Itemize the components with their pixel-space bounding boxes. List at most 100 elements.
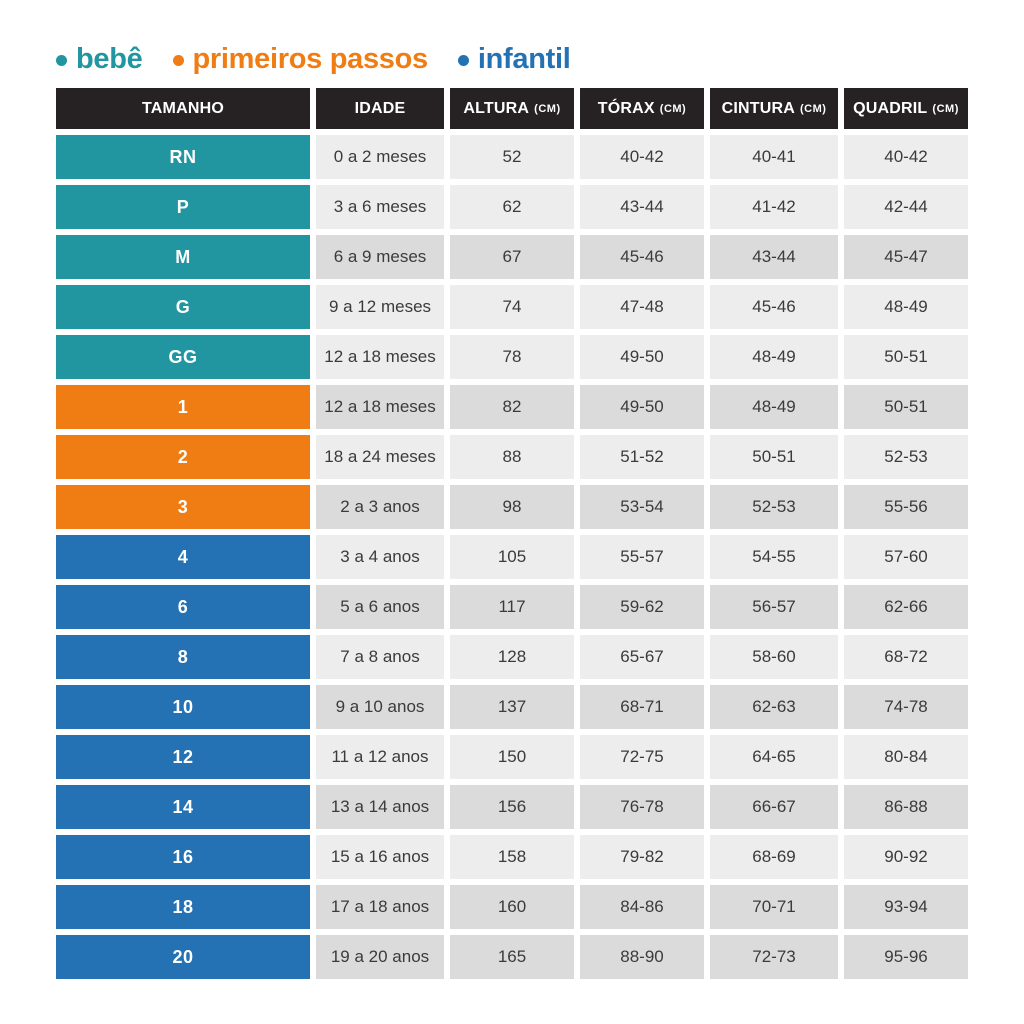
legend-item-bebe: bebê xyxy=(56,43,143,76)
altura-cell: 128 xyxy=(450,635,574,679)
torax-cell: 84-86 xyxy=(580,885,704,929)
idade-cell: 5 a 6 anos xyxy=(316,585,444,629)
altura-cell: 117 xyxy=(450,585,574,629)
header-label: QUADRIL xyxy=(853,99,928,117)
table-row: P 3 a 6 meses 62 43-44 41-42 42-44 xyxy=(56,185,968,229)
quadril-cell: 80-84 xyxy=(844,735,968,779)
quadril-cell: 93-94 xyxy=(844,885,968,929)
size-table: TAMANHO IDADE ALTURA (CM) TÓRAX (CM) CIN… xyxy=(56,88,968,985)
size-cell: 6 xyxy=(56,585,310,629)
idade-cell: 6 a 9 meses xyxy=(316,235,444,279)
legend-label-bebe: bebê xyxy=(76,42,143,75)
table-row: 2 18 a 24 meses 88 51-52 50-51 52-53 xyxy=(56,435,968,479)
header-cell-idade: IDADE xyxy=(316,88,444,129)
altura-cell: 137 xyxy=(450,685,574,729)
quadril-cell: 90-92 xyxy=(844,835,968,879)
torax-cell: 88-90 xyxy=(580,935,704,979)
legend-item-infantil: infantil xyxy=(457,42,571,76)
cintura-cell: 66-67 xyxy=(710,785,838,829)
altura-cell: 105 xyxy=(450,535,574,579)
altura-cell: 156 xyxy=(450,785,574,829)
idade-cell: 12 a 18 meses xyxy=(316,335,444,379)
size-cell: 20 xyxy=(56,935,310,979)
torax-cell: 43-44 xyxy=(580,185,704,229)
bullet-icon xyxy=(457,54,469,66)
table-row: 3 2 a 3 anos 98 53-54 52-53 55-56 xyxy=(56,485,968,529)
table-row: G 9 a 12 meses 74 47-48 45-46 48-49 xyxy=(56,285,968,329)
legend-label-primeiros-passos: primeiros passos xyxy=(192,42,429,75)
header-label: CINTURA xyxy=(721,99,795,117)
header-unit: (CM) xyxy=(659,102,687,115)
table-row: 20 19 a 20 anos 165 88-90 72-73 95-96 xyxy=(56,935,968,979)
size-cell: 1 xyxy=(56,385,310,429)
quadril-cell: 48-49 xyxy=(844,285,968,329)
quadril-cell: 45-47 xyxy=(844,235,968,279)
cintura-cell: 68-69 xyxy=(710,835,838,879)
cintura-cell: 41-42 xyxy=(710,185,838,229)
legend-label-infantil: infantil xyxy=(477,42,571,75)
size-cell: 14 xyxy=(56,785,310,829)
idade-cell: 7 a 8 anos xyxy=(316,635,444,679)
header-label: ALTURA xyxy=(463,99,530,117)
quadril-cell: 50-51 xyxy=(844,335,968,379)
quadril-cell: 57-60 xyxy=(844,535,968,579)
table-row: 14 13 a 14 anos 156 76-78 66-67 86-88 xyxy=(56,785,968,829)
cintura-cell: 72-73 xyxy=(710,935,838,979)
table-body: RN 0 a 2 meses 52 40-42 40-41 40-42 P 3 … xyxy=(56,135,968,979)
torax-cell: 68-71 xyxy=(580,685,704,729)
table-header-row: TAMANHO IDADE ALTURA (CM) TÓRAX (CM) CIN… xyxy=(56,88,968,129)
torax-cell: 55-57 xyxy=(580,535,704,579)
header-unit: (CM) xyxy=(932,102,959,115)
torax-cell: 65-67 xyxy=(580,635,704,679)
quadril-cell: 52-53 xyxy=(844,435,968,479)
cintura-cell: 50-51 xyxy=(710,435,838,479)
idade-cell: 3 a 6 meses xyxy=(316,185,444,229)
table-row: 12 11 a 12 anos 150 72-75 64-65 80-84 xyxy=(56,735,968,779)
altura-cell: 62 xyxy=(450,185,574,229)
idade-cell: 2 a 3 anos xyxy=(316,485,444,529)
table-row: 1 12 a 18 meses 82 49-50 48-49 50-51 xyxy=(56,385,968,429)
altura-cell: 160 xyxy=(450,885,574,929)
torax-cell: 51-52 xyxy=(580,435,704,479)
altura-cell: 150 xyxy=(450,735,574,779)
quadril-cell: 68-72 xyxy=(844,635,968,679)
cintura-cell: 52-53 xyxy=(710,485,838,529)
header-cell-torax: TÓRAX (CM) xyxy=(580,88,704,129)
torax-cell: 40-42 xyxy=(580,135,704,179)
cintura-cell: 70-71 xyxy=(710,885,838,929)
quadril-cell: 95-96 xyxy=(844,935,968,979)
torax-cell: 53-54 xyxy=(580,485,704,529)
torax-cell: 49-50 xyxy=(580,335,704,379)
idade-cell: 12 a 18 meses xyxy=(316,385,444,429)
legend: bebê primeiros passos infantil xyxy=(56,40,571,78)
bullet-icon xyxy=(172,54,184,66)
idade-cell: 11 a 12 anos xyxy=(316,735,444,779)
size-cell: 16 xyxy=(56,835,310,879)
cintura-cell: 54-55 xyxy=(710,535,838,579)
header-cell-tamanho: TAMANHO xyxy=(56,88,310,129)
table-row: 6 5 a 6 anos 117 59-62 56-57 62-66 xyxy=(56,585,968,629)
header-label: IDADE xyxy=(354,99,406,117)
cintura-cell: 40-41 xyxy=(710,135,838,179)
table-row: 18 17 a 18 anos 160 84-86 70-71 93-94 xyxy=(56,885,968,929)
cintura-cell: 64-65 xyxy=(710,735,838,779)
header-label: TAMANHO xyxy=(142,99,224,117)
quadril-cell: 50-51 xyxy=(844,385,968,429)
size-cell: 8 xyxy=(56,635,310,679)
size-cell: P xyxy=(56,185,310,229)
cintura-cell: 43-44 xyxy=(710,235,838,279)
quadril-cell: 86-88 xyxy=(844,785,968,829)
quadril-cell: 74-78 xyxy=(844,685,968,729)
table-row: GG 12 a 18 meses 78 49-50 48-49 50-51 xyxy=(56,335,968,379)
cintura-cell: 48-49 xyxy=(710,385,838,429)
idade-cell: 0 a 2 meses xyxy=(316,135,444,179)
size-cell: 12 xyxy=(56,735,310,779)
size-cell: RN xyxy=(56,135,310,179)
idade-cell: 15 a 16 anos xyxy=(316,835,444,879)
cintura-cell: 56-57 xyxy=(710,585,838,629)
torax-cell: 72-75 xyxy=(580,735,704,779)
header-cell-quadril: QUADRIL (CM) xyxy=(844,88,968,129)
table-row: RN 0 a 2 meses 52 40-42 40-41 40-42 xyxy=(56,135,968,179)
header-cell-altura: ALTURA (CM) xyxy=(450,88,574,129)
